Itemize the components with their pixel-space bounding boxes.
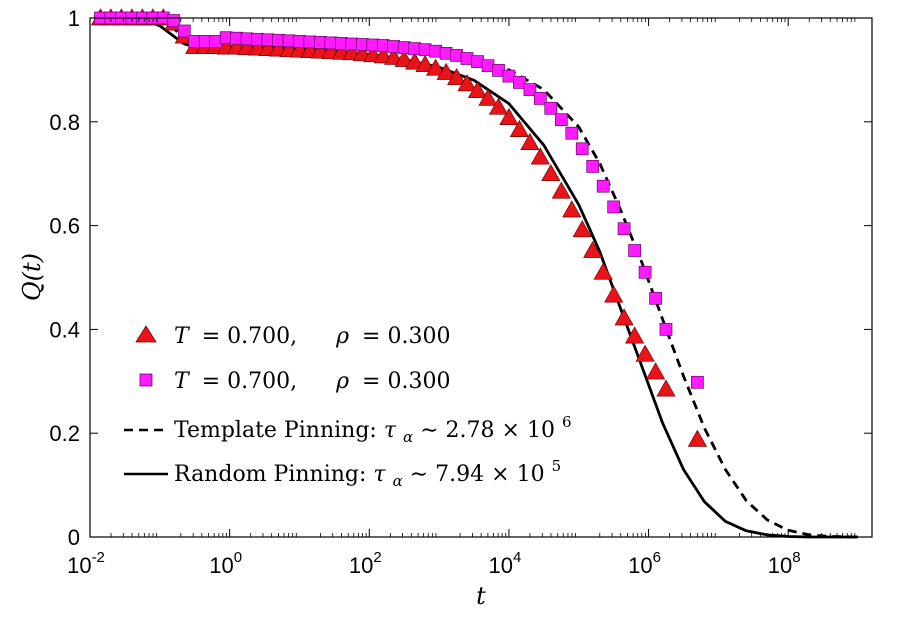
legend-rho-symbol: ρ [335,324,349,349]
legend-t-symbol: T [174,324,191,349]
legend-t-value: = 0.700, [202,324,297,349]
svg-text:Random Pinning: τ: Random Pinning: τ α ∼ 7.94 × 10 5 [174,457,561,492]
triangle-point [478,88,498,106]
y-tick-label: 0.8 [49,110,80,135]
legend-square-marker [139,373,153,387]
triangle-point [520,132,540,150]
legend-entry-template-pinning: Template Pinning: τ α ∼ 2.78 × 10 6 [124,413,572,448]
legend-tau-subscript: α [403,428,413,446]
x-axis-label: t [476,582,486,610]
square-point [659,323,673,336]
triangle-point [467,80,488,99]
legend-entry-squares: T = 0.700, ρ = 0.300 [139,369,450,394]
triangle-point [656,379,676,397]
triangle-point [488,97,509,115]
triangle-point [436,62,456,80]
triangle-point [426,58,446,76]
triangle-point [593,262,613,280]
legend-tau-relation: ∼ 2.78 × 10 [420,418,555,443]
legend-tau-subscript: α [393,472,403,490]
square-point [513,76,526,89]
triangle-point [562,200,582,218]
legend-tau-exponent: 5 [552,457,562,475]
square-point [565,126,579,140]
square-point [544,101,558,115]
triangle-point [384,47,404,65]
triangle-point [635,344,655,362]
square-point [649,291,662,305]
legend-random-text: Random Pinning: [174,462,373,487]
random-pinning-curve [97,16,858,539]
y-tick-label: 0.6 [49,214,80,239]
x-tick-label: 106 [628,549,661,578]
square-point [177,24,191,38]
y-tick-label: 1 [68,6,80,31]
legend-tau-symbol: τ [384,418,397,443]
triangle-point [394,49,414,67]
triangle-point [457,74,477,92]
square-point [607,200,621,214]
square-point [617,222,631,236]
legend-rho-value: = 0.300 [362,369,450,394]
y-tick-label: 0 [68,525,80,550]
square-point [596,179,610,193]
triangle-point [447,67,467,86]
axis-tick-labels: 10-2 100 102 104 106 108 0 0.2 0.4 0.6 0.8 1 [49,6,800,578]
triangle-point [572,220,592,238]
svg-text:Template Pinning: τ: Template Pinning: τ α ∼ 2.78 × 10 6 [174,413,572,448]
svg-text:T = 0.700, ρ: T = 0.700, ρ = 0.300 [174,369,450,394]
triangle-point [614,308,634,326]
legend-tau-symbol: τ [373,462,386,487]
square-point [575,142,589,156]
legend: T = 0.700, ρ = 0.300 T = 0.700, ρ = 0.30… [124,324,572,492]
triangle-point [405,52,425,70]
x-tick-label: 108 [768,549,801,578]
y-axis-label: Q(t) [18,253,46,301]
x-tick-label: 10-2 [67,549,105,578]
y-tick-label: 0.4 [49,317,80,342]
square-point [628,244,641,257]
legend-entry-random-pinning: Random Pinning: τ α ∼ 7.94 × 10 5 [124,457,561,492]
square-point [523,83,537,96]
data-markers [90,8,707,447]
triangle-point [499,107,519,125]
legend-entry-triangles: T = 0.700, ρ = 0.300 [135,324,450,349]
legend-tau-relation: ∼ 7.94 × 10 [410,462,545,487]
square-point [586,160,600,173]
axis-ticks [89,17,872,538]
svg-text:T = 0.700, ρ: T = 0.700, ρ = 0.300 [174,324,450,349]
triangle-point [530,147,550,165]
triangle-point [541,163,561,182]
triangle-point [687,429,707,447]
legend-rho-value: = 0.300 [362,324,450,349]
square-point [638,265,652,279]
square-point [554,113,568,127]
legend-template-text: Template Pinning: [174,418,384,443]
legend-t-value: = 0.700, [202,369,297,394]
legend-triangle-marker [135,325,157,343]
square-point [691,375,704,389]
triangle-point [415,54,435,73]
y-tick-label: 0.2 [49,421,80,446]
legend-rho-symbol: ρ [335,369,349,394]
x-tick-label: 102 [349,549,382,578]
triangle-point [583,240,603,258]
triangle-point [509,119,529,137]
triangle-point [551,181,571,199]
triangle-point [604,285,624,303]
x-tick-label: 100 [209,549,242,578]
x-tick-label: 104 [489,549,522,578]
square-point [533,92,547,105]
triangle-point [625,326,645,344]
legend-tau-exponent: 6 [562,413,572,431]
triangle-point [646,362,666,380]
legend-t-symbol: T [174,369,191,394]
